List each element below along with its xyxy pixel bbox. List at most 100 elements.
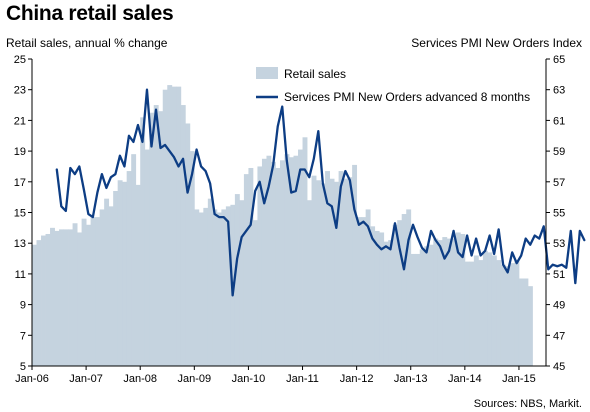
retail-sales-bar: [54, 230, 60, 366]
retail-sales-bar: [464, 261, 470, 366]
right-tick-label: 51: [553, 269, 565, 281]
left-tick-label: 5: [20, 361, 26, 373]
retail-sales-bar: [347, 177, 353, 366]
retail-sales-bar: [329, 178, 335, 366]
left-tick-label: 7: [20, 330, 26, 342]
x-tick-label: Jan-10: [232, 373, 266, 385]
retail-sales-bar: [455, 232, 461, 366]
retail-sales-bar: [279, 160, 285, 366]
right-tick-label: 45: [553, 361, 565, 373]
retail-sales-bar: [491, 255, 497, 366]
retail-sales-bar: [500, 264, 506, 366]
x-tick-label: Jan-06: [15, 373, 49, 385]
retail-sales-bar: [149, 112, 155, 366]
right-tick-label: 53: [553, 238, 565, 250]
retail-sales-bar: [307, 200, 312, 366]
left-tick-label: 21: [14, 115, 26, 127]
retail-sales-bar: [284, 154, 290, 366]
retail-sales-bar: [406, 209, 412, 366]
retail-sales-bar: [221, 209, 227, 366]
retail-sales-bar: [343, 178, 349, 366]
sources-note: Sources: NBS, Markit.: [473, 398, 582, 410]
left-tick-label: 11: [15, 269, 26, 281]
retail-sales-bar: [108, 206, 114, 366]
retail-sales-bar: [207, 198, 213, 366]
left-tick-label: 17: [14, 177, 26, 189]
retail-sales-bar: [325, 171, 330, 366]
retail-sales-bar: [487, 252, 493, 366]
retail-sales-bar: [482, 250, 488, 367]
retail-sales-bar: [243, 174, 249, 367]
retail-sales-bar: [158, 111, 164, 366]
retail-sales-bar: [86, 224, 92, 366]
retail-sales-bar: [32, 244, 37, 366]
retail-sales-bar: [95, 217, 101, 366]
retail-sales-bar: [122, 181, 128, 366]
retail-sales-bar: [433, 238, 439, 366]
retail-sales-bar: [198, 212, 204, 366]
retail-sales-bar: [361, 217, 367, 366]
retail-sales-bar: [117, 180, 123, 366]
retail-sales-bar: [252, 220, 258, 366]
x-tick-label: Jan-14: [448, 373, 482, 385]
retail-sales-bar: [370, 226, 376, 366]
retail-sales-bar: [473, 255, 479, 366]
right-axis-label: Services PMI New Orders Index: [411, 36, 582, 50]
retail-sales-bar: [239, 200, 245, 366]
retail-sales-bar: [518, 278, 524, 366]
x-tick-label: Jan-15: [502, 373, 536, 385]
retail-sales-bar: [505, 266, 511, 366]
retail-sales-bar: [311, 175, 317, 366]
pmi-line: [55, 88, 586, 297]
left-tick-label: 25: [14, 54, 26, 66]
right-tick-label: 65: [553, 54, 565, 66]
right-tick-label: 55: [553, 208, 565, 220]
retail-sales-bar: [140, 117, 146, 366]
retail-sales-bar: [248, 167, 254, 366]
retail-sales-bar: [162, 89, 168, 366]
right-tick-label: 63: [553, 85, 565, 97]
retail-sales-bar: [81, 218, 87, 366]
right-tick-label: 57: [553, 177, 565, 189]
retail-sales-bar: [234, 194, 240, 366]
retail-sales-bar: [180, 105, 186, 367]
retail-sales-bar: [41, 235, 46, 366]
retail-sales-bar: [176, 86, 182, 366]
retail-sales-bar: [270, 161, 276, 366]
right-tick-label: 59: [553, 146, 565, 158]
retail-sales-bar: [509, 263, 515, 366]
retail-sales-bar: [212, 209, 218, 366]
retail-sales-bar: [442, 237, 448, 366]
x-tick-label: Jan-09: [177, 373, 211, 385]
retail-sales-bar: [77, 232, 82, 366]
x-tick-label: Jan-11: [286, 373, 319, 385]
retail-sales-bar: [135, 184, 141, 366]
x-tick-label: Jan-13: [394, 373, 428, 385]
right-tick-label: 49: [553, 300, 565, 312]
retail-sales-bar: [302, 137, 308, 366]
retail-sales-bars: [32, 85, 533, 367]
retail-sales-bar: [401, 214, 407, 366]
retail-sales-bar: [334, 181, 339, 366]
retail-sales-bar: [45, 233, 51, 366]
retail-sales-bar: [261, 158, 267, 366]
retail-sales-bar: [316, 180, 321, 366]
retail-sales-bar: [392, 224, 398, 366]
x-tick-label: Jan-07: [69, 373, 103, 385]
retail-sales-bar: [388, 240, 394, 366]
retail-sales-bar: [275, 167, 281, 366]
right-tick-label: 47: [553, 330, 565, 342]
retail-sales-bar: [428, 244, 434, 366]
retail-sales-bar: [293, 155, 299, 366]
retail-sales-bar: [189, 151, 195, 366]
left-axis-label: Retail sales, annual % change: [6, 36, 168, 50]
retail-sales-bar: [514, 260, 520, 366]
retail-sales-bar: [216, 212, 222, 366]
retail-sales-bar: [397, 220, 403, 366]
retail-sales-bar: [374, 230, 380, 366]
x-tick-label: Jan-08: [123, 373, 157, 385]
retail-sales-bar: [90, 217, 96, 366]
retail-sales-bar: [50, 227, 55, 366]
retail-sales-bar: [144, 149, 150, 366]
